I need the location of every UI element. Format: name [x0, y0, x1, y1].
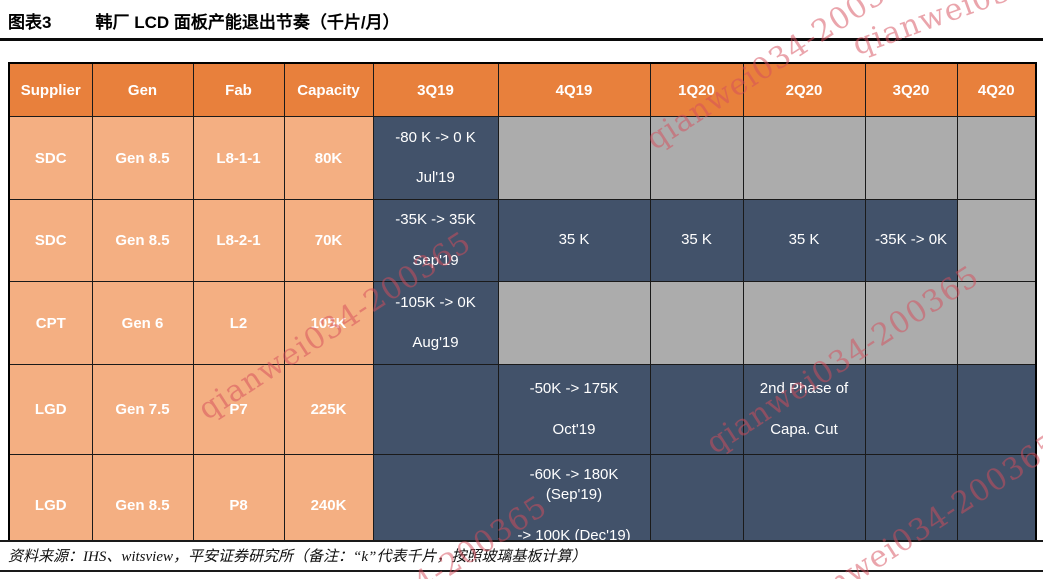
figure-number: 图表3 — [8, 13, 52, 32]
col-header-4q19: 4Q19 — [497, 62, 651, 117]
quarter-cell-1q20 — [649, 116, 744, 200]
fab-cell: L8-1-1 — [192, 116, 285, 200]
quarter-cell-3q19: -80 K -> 0 K Jul'19 — [372, 116, 499, 200]
col-header-gen: Gen — [91, 62, 194, 117]
quarter-cell-4q19: 35 K — [497, 199, 651, 282]
quarter-cell-3q19: -35K -> 35K Sep'19 — [372, 199, 499, 282]
quarter-cell-3q20 — [864, 281, 958, 365]
source-note: 资料来源：IHS、witsview，平安证券研究所（备注：“k”代表千片，按照玻… — [0, 540, 1043, 572]
supplier-cell: SDC — [8, 116, 93, 200]
gen-cell: Gen 8.5 — [91, 116, 194, 200]
gen-cell: Gen 8.5 — [91, 199, 194, 282]
table-row: SDC Gen 8.5 L8-2-1 70K -35K -> 35K Sep'1… — [8, 199, 1037, 282]
quarter-cell-2q20: 2nd Phase of Capa. Cut — [742, 364, 866, 455]
capacity-cell: 225K — [283, 364, 374, 455]
figure-title: 图表3 韩厂 LCD 面板产能退出节奏（千片/月） — [8, 8, 400, 33]
quarter-cell-2q20: 35 K — [742, 199, 866, 282]
col-header-1q20: 1Q20 — [649, 62, 744, 117]
table-row: LGD Gen 7.5 P7 225K -50K -> 175K Oct'19 … — [8, 364, 1037, 455]
col-header-2q20: 2Q20 — [742, 62, 866, 117]
capacity-exit-table: Supplier Gen Fab Capacity 3Q19 4Q19 1Q20… — [8, 62, 1037, 558]
fab-cell: P7 — [192, 364, 285, 455]
quarter-cell-1q20 — [649, 454, 744, 558]
gen-cell: Gen 7.5 — [91, 364, 194, 455]
col-header-3q20: 3Q20 — [864, 62, 958, 117]
col-header-supplier: Supplier — [8, 62, 93, 117]
quarter-cell-3q19 — [372, 364, 499, 455]
col-header-4q20: 4Q20 — [956, 62, 1037, 117]
quarter-cell-3q19: -105K -> 0K Aug'19 — [372, 281, 499, 365]
quarter-cell-1q20: 35 K — [649, 199, 744, 282]
quarter-cell-2q20 — [742, 116, 866, 200]
quarter-cell-4q19 — [497, 281, 651, 365]
table-row: CPT Gen 6 L2 105K -105K -> 0K Aug'19 — [8, 281, 1037, 365]
quarter-cell-4q20 — [956, 116, 1037, 200]
capacity-cell: 105K — [283, 281, 374, 365]
quarter-cell-4q20 — [956, 281, 1037, 365]
col-header-fab: Fab — [192, 62, 285, 117]
quarter-cell-3q20: -35K -> 0K — [864, 199, 958, 282]
quarter-cell-1q20 — [649, 281, 744, 365]
supplier-cell: SDC — [8, 199, 93, 282]
header-row: Supplier Gen Fab Capacity 3Q19 4Q19 1Q20… — [8, 62, 1037, 117]
gen-cell: Gen 6 — [91, 281, 194, 365]
quarter-cell-3q20 — [864, 364, 958, 455]
supplier-cell: LGD — [8, 364, 93, 455]
capacity-cell: 70K — [283, 199, 374, 282]
capacity-cell: 80K — [283, 116, 374, 200]
quarter-cell-4q19: -50K -> 175K Oct'19 — [497, 364, 651, 455]
quarter-cell-3q20 — [864, 116, 958, 200]
source-note-text: 资料来源：IHS、witsview，平安证券研究所（备注：“k”代表千片，按照玻… — [8, 549, 587, 565]
quarter-cell-1q20 — [649, 364, 744, 455]
quarter-cell-4q19 — [497, 116, 651, 200]
quarter-cell-4q20 — [956, 364, 1037, 455]
fab-cell: L8-2-1 — [192, 199, 285, 282]
quarter-cell-4q20 — [956, 199, 1037, 282]
watermark: qianwei034-200365 — [848, 0, 1043, 63]
col-header-capacity: Capacity — [283, 62, 374, 117]
title-divider — [0, 38, 1043, 41]
fab-cell: L2 — [192, 281, 285, 365]
quarter-cell-2q20 — [742, 281, 866, 365]
supplier-cell: CPT — [8, 281, 93, 365]
table-row: SDC Gen 8.5 L8-1-1 80K -80 K -> 0 K Jul'… — [8, 116, 1037, 200]
figure-title-text: 韩厂 LCD 面板产能退出节奏（千片/月） — [95, 13, 400, 32]
col-header-3q19: 3Q19 — [372, 62, 499, 117]
